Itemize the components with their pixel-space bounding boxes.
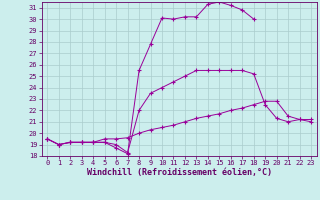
X-axis label: Windchill (Refroidissement éolien,°C): Windchill (Refroidissement éolien,°C) <box>87 168 272 177</box>
